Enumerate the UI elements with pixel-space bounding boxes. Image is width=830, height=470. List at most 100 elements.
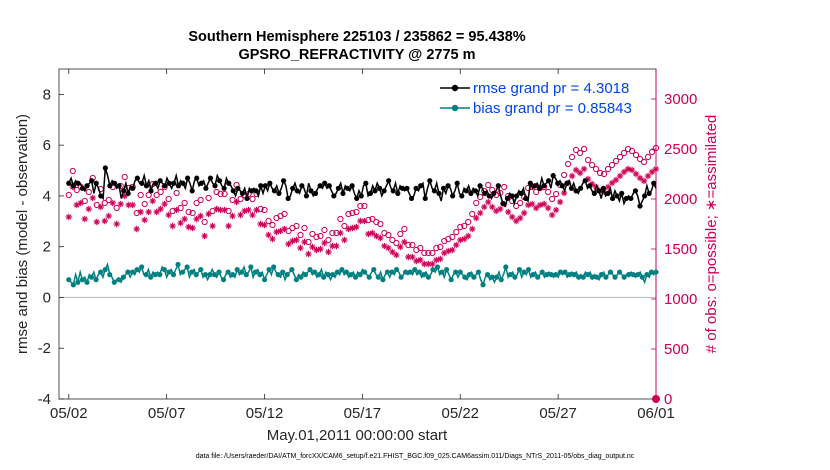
assimilated-count-marker (301, 238, 308, 246)
assimilated-count-marker (497, 205, 504, 213)
bias-point (503, 264, 509, 270)
assimilated-count-marker (293, 236, 300, 244)
asterisk-stroke (561, 190, 567, 196)
rmse-point (468, 190, 474, 196)
bias-point (88, 274, 95, 280)
bias-point (416, 269, 422, 275)
legend-rmse-label: rmse grand pr = 4.3018 (473, 80, 629, 97)
asterisk-stroke (261, 222, 268, 228)
rmse-point (153, 180, 159, 186)
asterisk-stroke (473, 215, 479, 221)
assimilated-count-marker (225, 222, 232, 230)
bias-point (462, 274, 468, 280)
rmse-point (495, 183, 501, 189)
rmse-point (326, 183, 332, 189)
rmse-point (463, 188, 469, 194)
rmse-point (317, 183, 323, 189)
possible-count-marker (469, 210, 476, 218)
rmse-point (390, 188, 396, 194)
asterisk-stroke (138, 209, 144, 215)
rmse-point (143, 183, 150, 189)
bias-point (243, 272, 249, 278)
rmse-point (440, 185, 447, 191)
rmse-point (253, 188, 259, 194)
bias-point (498, 277, 504, 283)
bias-point (230, 272, 236, 278)
assimilated-count-marker (169, 222, 176, 230)
possible-count-marker (453, 228, 460, 236)
rmse-point (500, 200, 506, 207)
assimilated-count-marker (580, 165, 588, 173)
rmse-point (198, 180, 204, 186)
asterisk-stroke (649, 169, 655, 175)
possible-count-marker (648, 148, 656, 156)
rmse-point (84, 183, 90, 189)
bias-point (107, 272, 113, 278)
assimilated-count-marker (608, 179, 616, 187)
rmse-point (358, 193, 364, 199)
bias-point (116, 277, 122, 283)
possible-count-marker (269, 221, 276, 229)
possible-count-marker (580, 145, 588, 153)
asterisk-stroke (126, 202, 132, 208)
bias-point (566, 272, 573, 278)
bias-point (120, 274, 127, 280)
asterisk-stroke (397, 244, 403, 250)
assimilated-count-marker (508, 213, 516, 221)
rmse-point (541, 183, 547, 189)
assimilated-count-marker (353, 223, 360, 231)
rmse-point (445, 183, 451, 189)
assimilated-count-marker (221, 206, 228, 214)
asterisk-stroke (321, 240, 328, 246)
asterisk-stroke (629, 167, 635, 173)
asterisk-stroke (293, 237, 300, 243)
rmse-point (564, 180, 570, 186)
rmse-point (459, 193, 465, 199)
asterisk-stroke (158, 206, 164, 212)
bias-point (280, 269, 286, 275)
bias-point (66, 277, 72, 283)
bias-point (626, 272, 632, 278)
bias-point (193, 272, 199, 278)
asterisk-stroke (201, 233, 208, 239)
possible-count-marker (361, 202, 368, 210)
assimilated-count-marker (465, 232, 472, 240)
assimilated-count-marker (652, 165, 660, 173)
asterisk-stroke (197, 213, 204, 219)
bias-point (271, 264, 277, 270)
assimilated-count-marker (453, 241, 460, 249)
bias-point (248, 264, 254, 270)
asterisk-stroke (389, 249, 395, 255)
assimilated-count-marker (317, 245, 324, 253)
rmse-point (641, 193, 648, 199)
legend: rmse grand pr = 4.3018 bias grand pr = 0… (440, 80, 632, 117)
rmse-point (628, 195, 634, 202)
x-axis-label: May.01,2011 00:00:00 start (267, 427, 448, 444)
asterisk-stroke (393, 252, 399, 258)
possible-count-marker (457, 223, 464, 231)
assimilated-count-marker (129, 201, 136, 209)
y-right-tick-label: 2000 (664, 191, 697, 208)
possible-count-marker (185, 208, 192, 216)
bias-point (384, 269, 391, 275)
bias-point (152, 272, 158, 278)
y-left-tick-label: 6 (43, 137, 51, 154)
possible-count-marker (584, 156, 592, 164)
bias-point (170, 272, 177, 278)
asterisk-stroke (369, 230, 376, 236)
possible-count-marker (377, 220, 384, 228)
possible-count-marker (401, 225, 408, 233)
possible-count-marker (577, 149, 584, 157)
assimilated-count-marker (369, 229, 376, 237)
possible-count-marker (553, 190, 560, 198)
rmse-point (171, 180, 177, 186)
asterisk-stroke (357, 218, 364, 224)
bias-point (489, 274, 495, 280)
bias-point (184, 264, 190, 270)
possible-count-marker (620, 149, 628, 157)
asterisk-stroke (425, 261, 431, 267)
assimilated-count-marker (105, 212, 112, 220)
rmse-point (221, 185, 227, 191)
bias-point (148, 274, 154, 280)
assimilated-count-marker (89, 194, 96, 202)
